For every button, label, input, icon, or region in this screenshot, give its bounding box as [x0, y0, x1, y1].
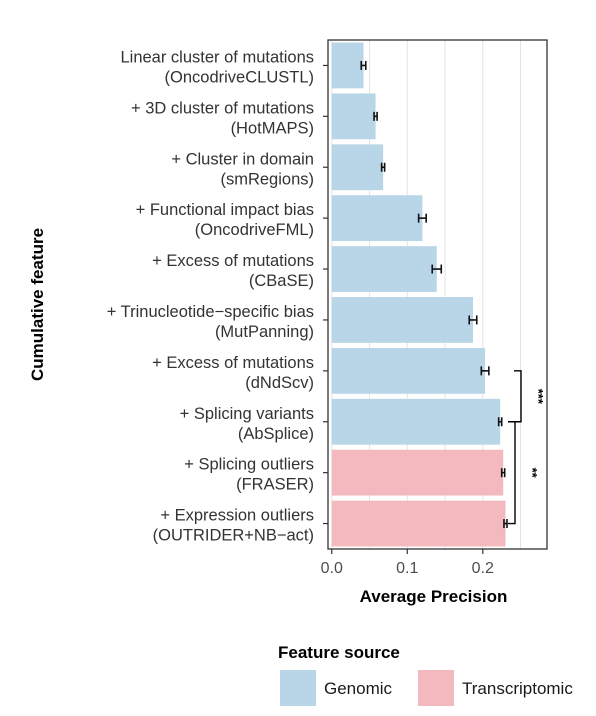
legend-title: Feature source — [278, 643, 400, 662]
category-label-line: + Trinucleotide−specific bias — [107, 303, 314, 321]
category-labels: Linear cluster of mutations (OncodriveCLU… — [107, 48, 328, 545]
legend-item: Genomic — [280, 670, 393, 706]
bar — [331, 500, 506, 547]
bar — [331, 347, 486, 394]
bar — [331, 42, 364, 89]
category-label-line: (AbSplice) — [238, 425, 314, 443]
legend-label: Transcriptomic — [462, 679, 573, 698]
error-bar — [373, 111, 378, 121]
category-label-line: (OUTRIDER+NB−act) — [153, 527, 314, 545]
category-label-line: (MutPanning) — [215, 323, 314, 341]
category-label-line: (smRegions) — [220, 170, 314, 188]
error-bars — [360, 60, 508, 529]
bar — [331, 195, 423, 242]
category-label-line: + Excess of mutations — [152, 354, 314, 372]
category-label-line: (OncodriveCLUSTL) — [165, 68, 314, 86]
error-bar — [468, 315, 478, 325]
x-axis-title: Average Precision — [360, 587, 508, 606]
bars — [331, 42, 506, 547]
legend-label: Genomic — [324, 679, 393, 698]
legend-swatch — [418, 670, 454, 706]
significance-brackets: ***** — [508, 370, 546, 525]
significance-bracket: ** — [508, 421, 540, 525]
x-tick-label: 0.0 — [321, 560, 343, 577]
x-tick-label: 0.2 — [472, 560, 494, 577]
category-label: + Excess of mutations (dNdScv) — [152, 354, 314, 392]
error-bar — [497, 417, 503, 427]
category-label: + Expression outliers (OUTRIDER+NB−act) — [153, 507, 314, 545]
category-label: Linear cluster of mutations (OncodriveCLU… — [120, 48, 314, 86]
x-tick-label: 0.1 — [396, 560, 418, 577]
category-label: + Trinucleotide−specific bias (MutPanning… — [107, 303, 314, 341]
category-label-line: + Splicing variants — [180, 405, 314, 423]
legend-swatch — [280, 670, 316, 706]
category-label-line: + Splicing outliers — [184, 456, 314, 474]
category-label: + Cluster in domain (smRegions) — [171, 150, 314, 188]
category-label-line: (CBaSE) — [249, 272, 314, 290]
category-label-line: + Excess of mutations — [152, 252, 314, 270]
bar — [331, 449, 504, 496]
bar — [331, 93, 376, 140]
y-axis-title: Cumulative feature — [28, 228, 47, 381]
bar — [331, 246, 437, 292]
bar — [331, 297, 473, 343]
category-label-line: + Functional impact bias — [136, 201, 314, 219]
error-bar — [500, 468, 506, 478]
category-label-line: + Cluster in domain — [171, 150, 314, 168]
significance-label: *** — [531, 389, 546, 405]
category-label: + 3D cluster of mutations (HotMAPS) — [131, 99, 314, 137]
category-label-line: (dNdScv) — [245, 374, 314, 392]
category-label: + Excess of mutations (CBaSE) — [152, 252, 314, 290]
category-label: + Splicing variants (AbSplice) — [180, 405, 314, 443]
category-label-line: Linear cluster of mutations — [120, 48, 314, 66]
category-label-line: + 3D cluster of mutations — [131, 99, 314, 117]
x-axis-ticks: 0.0 0.1 0.2 — [321, 549, 494, 577]
bar — [331, 398, 501, 445]
error-bar — [431, 264, 443, 274]
category-label: + Functional impact bias (OncodriveFML) — [136, 201, 314, 239]
significance-label: ** — [525, 468, 540, 479]
category-label-line: (HotMAPS) — [231, 119, 314, 137]
bar — [331, 144, 384, 191]
category-label-line: (FRASER) — [236, 476, 314, 494]
significance-bracket: *** — [514, 370, 546, 423]
category-label-line: (OncodriveFML) — [195, 221, 314, 239]
error-bar — [503, 519, 508, 529]
error-bar — [480, 366, 490, 376]
error-bar — [417, 213, 427, 223]
category-label: + Splicing outliers (FRASER) — [184, 456, 314, 494]
panel-border — [327, 39, 548, 550]
error-bar — [360, 60, 367, 70]
error-bar — [380, 162, 386, 172]
legend-item: Transcriptomic — [418, 670, 573, 706]
legend: Feature source Genomic Transcriptomic — [278, 643, 573, 706]
category-label-line: + Expression outliers — [160, 507, 314, 525]
